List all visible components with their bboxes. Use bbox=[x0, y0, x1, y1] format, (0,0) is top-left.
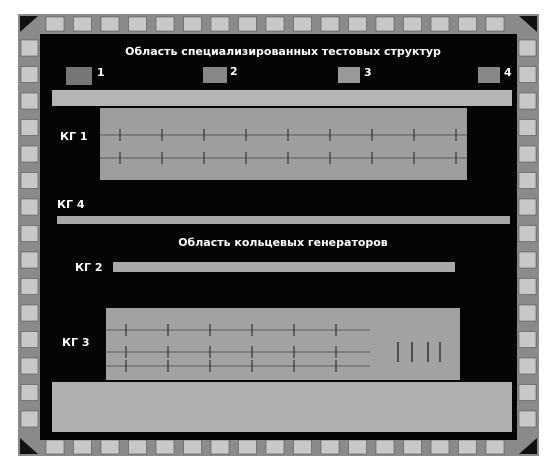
pad bbox=[101, 17, 119, 31]
pad bbox=[21, 252, 38, 268]
pad bbox=[74, 440, 92, 454]
pad bbox=[486, 440, 504, 454]
ring-area-title: Область кольцевых генераторов bbox=[178, 236, 388, 249]
pad bbox=[519, 385, 536, 401]
pad bbox=[459, 440, 477, 454]
pad bbox=[129, 17, 147, 31]
pad bbox=[21, 67, 38, 83]
pad bbox=[519, 332, 536, 348]
pad bbox=[519, 67, 536, 83]
pad bbox=[21, 199, 38, 215]
pad bbox=[21, 226, 38, 242]
pad bbox=[239, 440, 257, 454]
pad bbox=[21, 358, 38, 374]
test-structure-label: 4 bbox=[504, 66, 512, 79]
pad bbox=[74, 17, 92, 31]
pad bbox=[519, 93, 536, 109]
pad bbox=[21, 40, 38, 56]
pad bbox=[404, 17, 422, 31]
generator-block bbox=[113, 262, 455, 272]
pad bbox=[349, 440, 367, 454]
test-structure bbox=[66, 67, 92, 85]
pad bbox=[519, 120, 536, 136]
generator-label: КГ 3 bbox=[62, 336, 89, 349]
test-structure-label: 3 bbox=[364, 66, 372, 79]
generator-block bbox=[57, 216, 510, 224]
test-structure bbox=[338, 67, 360, 83]
pad bbox=[156, 440, 174, 454]
pad bbox=[21, 411, 38, 427]
pad bbox=[211, 440, 229, 454]
pad bbox=[321, 17, 339, 31]
pad bbox=[21, 173, 38, 189]
pad bbox=[21, 305, 38, 321]
test-structure-label: 2 bbox=[230, 65, 238, 78]
pad bbox=[376, 440, 394, 454]
test-structure-label: 1 bbox=[97, 66, 105, 79]
pad bbox=[486, 17, 504, 31]
pad bbox=[519, 40, 536, 56]
pad bbox=[46, 17, 64, 31]
generator-label: КГ 1 bbox=[60, 130, 87, 143]
pad bbox=[21, 385, 38, 401]
pad bbox=[519, 226, 536, 242]
test-structure bbox=[478, 67, 500, 83]
pad bbox=[519, 279, 536, 295]
pad bbox=[266, 17, 284, 31]
generator-label: КГ 2 bbox=[75, 261, 102, 274]
pad bbox=[349, 17, 367, 31]
pad bbox=[459, 17, 477, 31]
generator-label: КГ 4 bbox=[57, 198, 85, 211]
test-strip bbox=[52, 90, 512, 106]
pad bbox=[321, 440, 339, 454]
pad bbox=[376, 17, 394, 31]
pad bbox=[404, 440, 422, 454]
pad bbox=[431, 440, 449, 454]
pad bbox=[266, 440, 284, 454]
pad bbox=[21, 279, 38, 295]
pad bbox=[239, 17, 257, 31]
pad bbox=[21, 93, 38, 109]
chip-layout: Область специализированных тестовых стру… bbox=[0, 0, 557, 466]
pad bbox=[21, 146, 38, 162]
bottom-block bbox=[52, 382, 512, 432]
generator-block bbox=[106, 308, 460, 380]
pad bbox=[211, 17, 229, 31]
pad bbox=[101, 440, 119, 454]
pad bbox=[184, 440, 202, 454]
pad bbox=[294, 17, 312, 31]
pad bbox=[519, 358, 536, 374]
generator-block bbox=[100, 108, 467, 180]
pad bbox=[21, 332, 38, 348]
pad bbox=[519, 305, 536, 321]
pad bbox=[21, 120, 38, 136]
pad bbox=[184, 17, 202, 31]
pad bbox=[46, 440, 64, 454]
pad bbox=[156, 17, 174, 31]
pad bbox=[519, 173, 536, 189]
pad bbox=[519, 199, 536, 215]
pad bbox=[519, 146, 536, 162]
pad bbox=[519, 411, 536, 427]
test-area-title: Область специализированных тестовых стру… bbox=[125, 45, 441, 58]
test-structure bbox=[203, 67, 227, 83]
pad bbox=[129, 440, 147, 454]
pad bbox=[294, 440, 312, 454]
pad bbox=[519, 252, 536, 268]
pad bbox=[431, 17, 449, 31]
